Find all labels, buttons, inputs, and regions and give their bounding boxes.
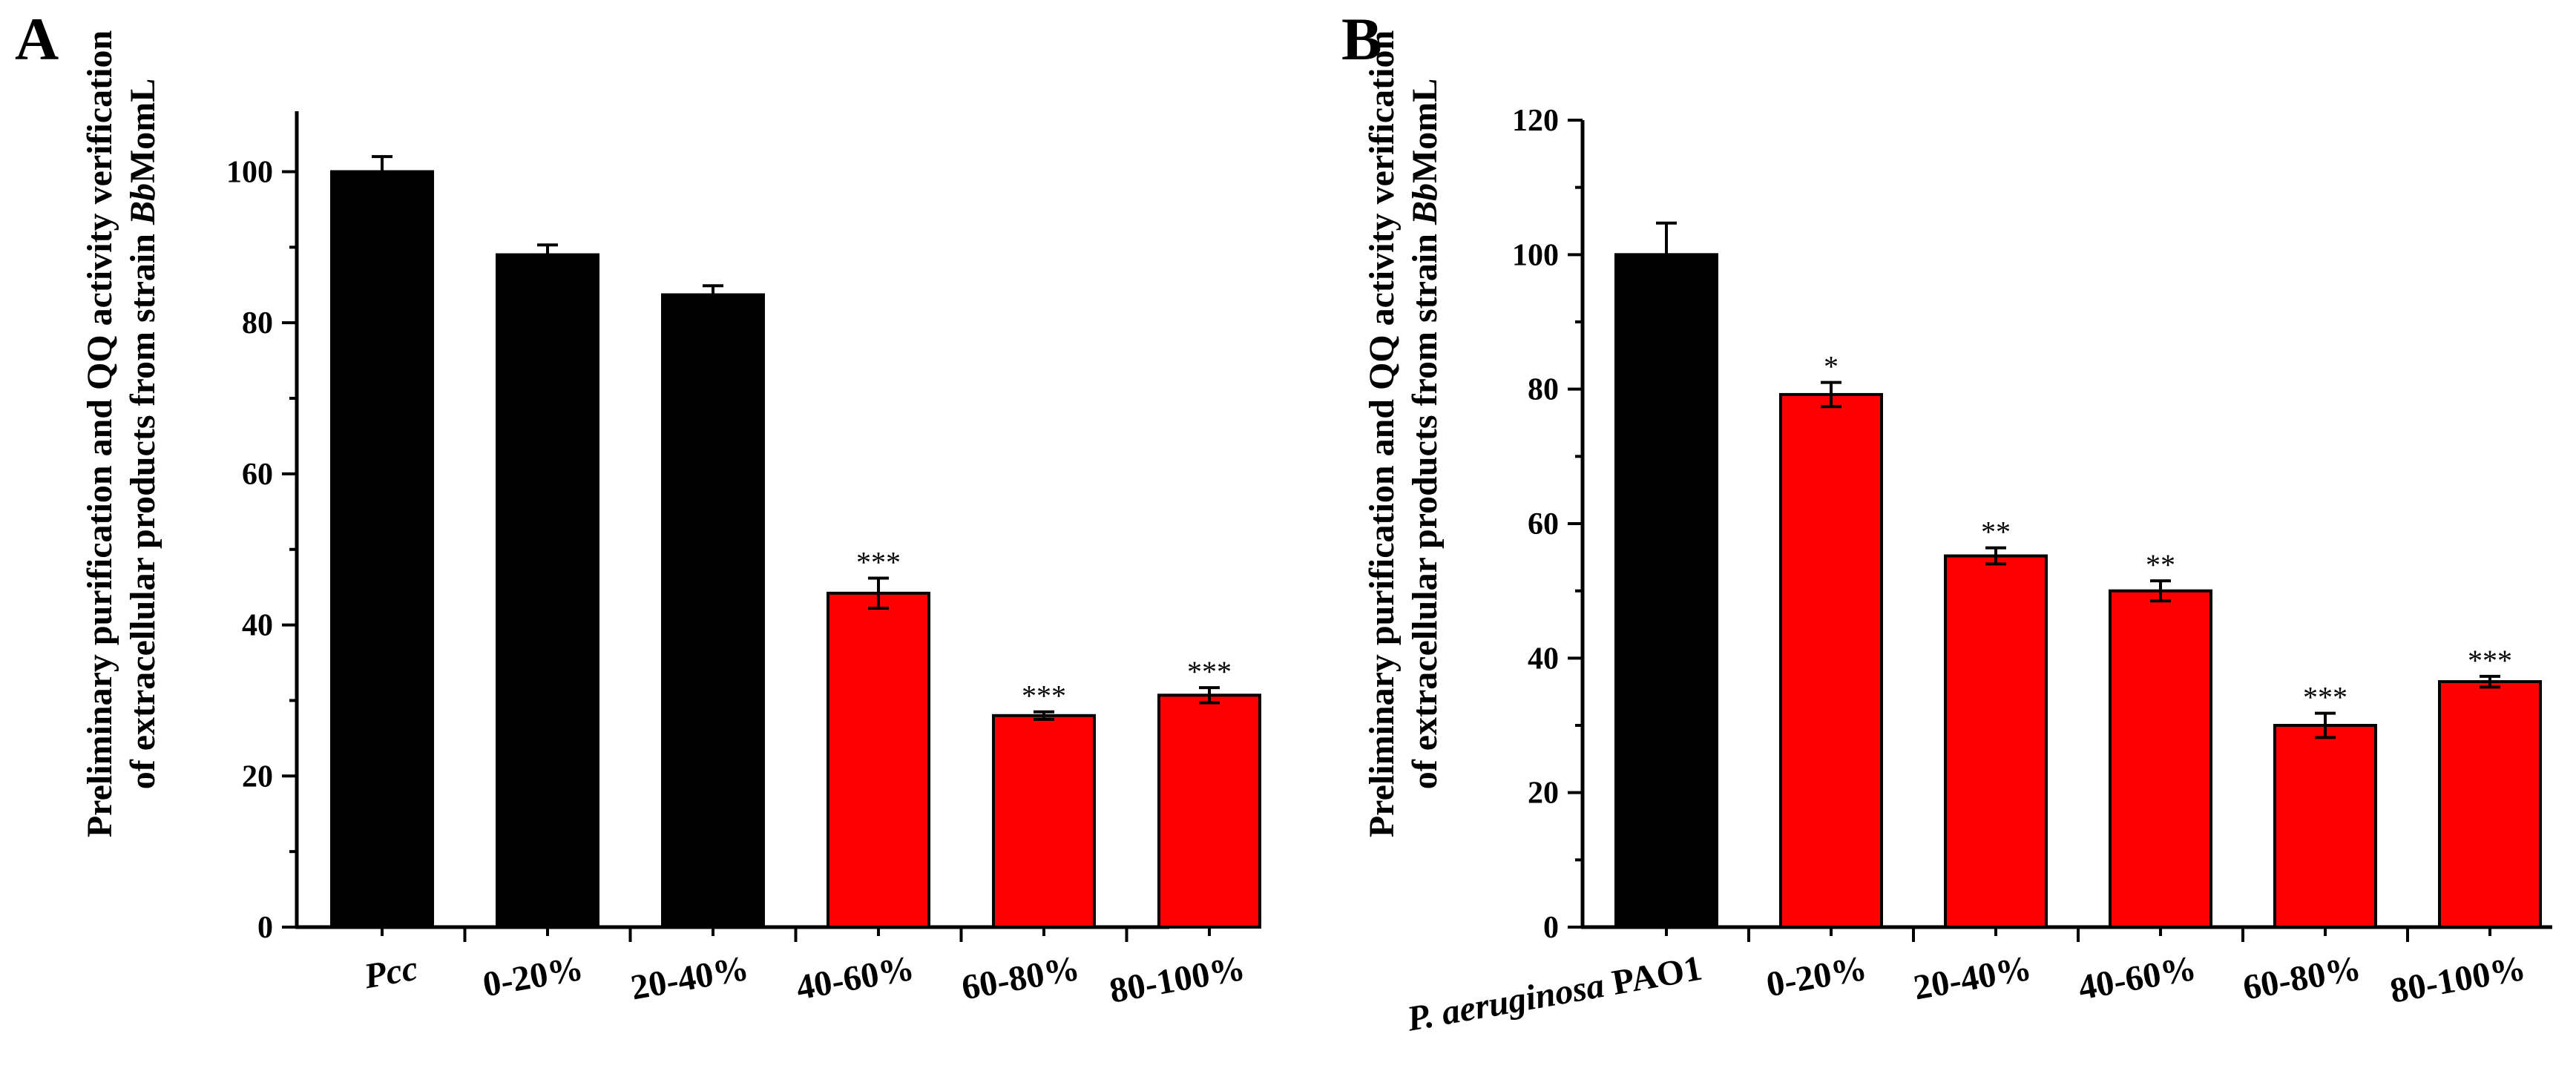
bar [2109, 589, 2212, 929]
y-tick-label: 40 [242, 609, 273, 643]
y-tick-label: 80 [1528, 373, 1559, 407]
y-tick-label: 20 [1528, 777, 1559, 811]
panel-label: B [1341, 5, 1382, 73]
x-category-label: 40-60% [2075, 949, 2199, 1008]
text-run: Bb [123, 183, 162, 225]
bar [827, 591, 930, 929]
panel-label: A [15, 5, 59, 73]
x-category-label: 60-80% [959, 949, 1082, 1008]
text-run: 60-80% [959, 949, 1082, 1008]
y-axis-label: Preliminary purification and QQ activity… [1362, 30, 1445, 837]
text-run: 40-60% [2075, 949, 2199, 1008]
text-run: 60-80% [2240, 949, 2364, 1008]
text-run: 20-40% [628, 949, 752, 1008]
text-run: Preliminary purification and QQ activity… [1362, 30, 1402, 837]
bar [1614, 253, 1718, 929]
significance-label: *** [1187, 655, 1232, 688]
text-run: 0-20% [1764, 949, 1870, 1005]
y-tick-label: 60 [1528, 507, 1559, 541]
significance-label: *** [2468, 644, 2512, 677]
text-run: 80-100% [2388, 949, 2529, 1011]
x-category-label: 0-20% [480, 949, 586, 1005]
text-run: of extracellular products from strain [1405, 225, 1445, 789]
bar [496, 253, 599, 929]
bar [1944, 554, 2048, 929]
y-tick-label: 80 [242, 306, 273, 340]
y-axis-label-line: Preliminary purification and QQ activity… [80, 30, 119, 837]
significance-label: *** [1022, 679, 1066, 713]
text-run: MomL [1405, 79, 1445, 183]
bar [1157, 693, 1261, 929]
y-tick-label: 60 [242, 458, 273, 492]
x-category-label: 0-20% [1764, 949, 1870, 1005]
significance-label: ** [2146, 548, 2175, 581]
significance-label: *** [856, 545, 901, 579]
y-tick-label: 20 [242, 759, 273, 794]
bar [992, 714, 1096, 929]
y-axis-label-line: of extracellular products from strain Bb… [123, 79, 162, 790]
text-run: Pcc [361, 949, 421, 997]
x-category-label: 40-60% [793, 949, 917, 1008]
y-axis-label-line: of extracellular products from strain Bb… [1405, 79, 1445, 790]
text-run: 0-20% [480, 949, 586, 1005]
text-run: 20-40% [1910, 949, 2034, 1008]
x-category-label: 80-100% [1107, 949, 1248, 1011]
text-run: P. aeruginosa [1404, 966, 1608, 1039]
text-run: 80-100% [1107, 949, 1248, 1011]
x-category-label: 60-80% [2240, 949, 2364, 1008]
text-run: Bb [1405, 183, 1445, 225]
y-tick-label: 120 [1512, 104, 1559, 138]
x-category-label: 20-40% [1910, 949, 2034, 1008]
y-tick-label: 100 [1512, 238, 1559, 272]
y-tick-label: 40 [1528, 642, 1559, 676]
text-run: MomL [123, 79, 162, 183]
significance-label: * [1824, 350, 1839, 383]
x-category-label: 80-100% [2388, 949, 2529, 1011]
y-axis-label: Preliminary purification and QQ activity… [80, 30, 162, 837]
y-tick-label: 100 [226, 155, 273, 189]
y-axis-label-line: Preliminary purification and QQ activity… [1362, 30, 1402, 837]
bar [330, 170, 434, 929]
text-run: of extracellular products from strain [123, 225, 162, 789]
y-tick-label: 0 [1543, 911, 1559, 945]
bar [2273, 724, 2377, 929]
text-run: PAO1 [1600, 949, 1705, 1004]
significance-label: ** [1981, 515, 2011, 549]
text-run: Preliminary purification and QQ activity… [80, 30, 119, 837]
x-category-label: Pcc [361, 949, 421, 997]
panel-a-bar-chart: A Preliminary purification and QQ activit… [15, 5, 1261, 1011]
significance-label: *** [2303, 681, 2347, 714]
x-category-label: P. aeruginosa PAO1 [1404, 949, 1705, 1039]
bar [1779, 392, 1883, 929]
bar [2438, 680, 2542, 929]
bar [661, 293, 765, 929]
x-category-label: 20-40% [628, 949, 752, 1008]
y-tick-label: 0 [257, 911, 273, 945]
text-run: 40-60% [793, 949, 917, 1008]
